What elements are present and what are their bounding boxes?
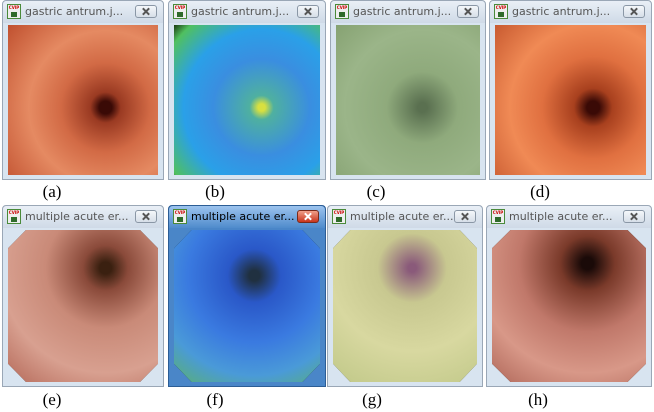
image-window: CVIP multiple acute er... <box>486 205 652 387</box>
image-window: CVIP gastric antrum.j... <box>2 0 164 180</box>
caption: (f) <box>185 390 245 410</box>
app-icon: CVIP <box>332 209 346 224</box>
title-bar: CVIP gastric antrum.j... <box>490 1 651 23</box>
endoscopy-image <box>174 230 320 382</box>
title-bar: CVIP gastric antrum.j... <box>331 1 485 23</box>
app-icon: CVIP <box>173 4 187 19</box>
caption: (e) <box>22 390 82 410</box>
window-title: gastric antrum.j... <box>25 5 123 18</box>
caption: (g) <box>342 390 402 410</box>
image-window: CVIP multiple acute er... <box>2 205 164 387</box>
figure: CVIPgastric antrum.j...(a)CVIPgastric an… <box>0 0 654 412</box>
app-icon: CVIP <box>173 209 187 224</box>
close-button[interactable] <box>297 5 319 18</box>
window-title: multiple acute er... <box>191 210 295 223</box>
close-button[interactable] <box>623 5 645 18</box>
endoscopy-image <box>333 230 477 382</box>
image-window: CVIP gastric antrum.j... <box>168 0 326 180</box>
title-bar: CVIP gastric antrum.j... <box>3 1 163 23</box>
caption: (c) <box>346 182 406 202</box>
caption: (h) <box>508 390 568 410</box>
title-bar: CVIP multiple acute er... <box>487 206 651 228</box>
app-icon: CVIP <box>7 209 21 224</box>
title-bar: CVIP multiple acute er... <box>328 206 482 228</box>
caption: (b) <box>185 182 245 202</box>
app-icon: CVIP <box>335 4 349 19</box>
endoscopy-image <box>336 25 480 175</box>
close-button[interactable] <box>623 210 645 223</box>
endoscopy-image <box>174 25 320 175</box>
close-button[interactable] <box>457 5 479 18</box>
image-window: CVIP multiple acute er... <box>327 205 483 387</box>
close-button[interactable] <box>135 210 157 223</box>
close-button[interactable] <box>297 210 319 223</box>
window-title: gastric antrum.j... <box>512 5 610 18</box>
caption: (a) <box>22 182 82 202</box>
endoscopy-image <box>8 25 158 175</box>
app-icon: CVIP <box>7 4 21 19</box>
close-button[interactable] <box>135 5 157 18</box>
close-button[interactable] <box>454 210 476 223</box>
image-window: CVIP multiple acute er... <box>168 205 326 387</box>
endoscopy-image <box>8 230 158 382</box>
title-bar: CVIP multiple acute er... <box>3 206 163 228</box>
window-title: multiple acute er... <box>509 210 613 223</box>
image-window: CVIP gastric antrum.j... <box>489 0 652 180</box>
app-icon: CVIP <box>494 4 508 19</box>
window-title: multiple acute er... <box>25 210 129 223</box>
endoscopy-image <box>492 230 646 382</box>
title-bar: CVIP multiple acute er... <box>169 206 325 228</box>
title-bar: CVIP gastric antrum.j... <box>169 1 325 23</box>
endoscopy-image <box>495 25 646 175</box>
caption: (d) <box>510 182 570 202</box>
app-icon: CVIP <box>491 209 505 224</box>
window-title: gastric antrum.j... <box>191 5 289 18</box>
window-title: gastric antrum.j... <box>353 5 451 18</box>
image-window: CVIP gastric antrum.j... <box>330 0 486 180</box>
window-title: multiple acute er... <box>350 210 454 223</box>
